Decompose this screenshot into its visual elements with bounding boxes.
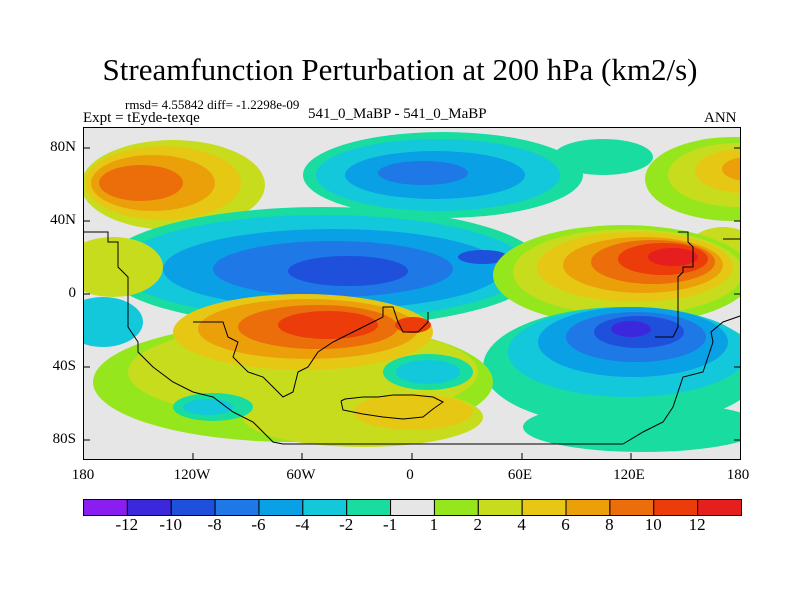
- colorbar-swatch: [521, 499, 567, 516]
- colorbar-swatch: [697, 499, 743, 516]
- plot-title: Streamfunction Perturbation at 200 hPa (…: [102, 52, 698, 87]
- colorbar-label: -8: [207, 515, 222, 534]
- x-tick-label: 60E: [507, 467, 533, 483]
- colorbar-swatch: [653, 499, 699, 516]
- south-american-high: [173, 294, 433, 370]
- colorbar-label: 6: [561, 515, 570, 534]
- stats-line: rmsd= 4.55842 diff= -1.2298e-09: [125, 97, 300, 112]
- y-tick-label: 80N: [50, 139, 76, 155]
- colorbar-swatch: [433, 499, 479, 516]
- experiment-label: Expt = tEyde-texqe: [83, 110, 200, 126]
- x-tick-label: 0: [406, 467, 414, 483]
- south-indian-ocean-low: [483, 307, 741, 427]
- coastlines: [83, 231, 741, 445]
- nw-positive-anomaly: [83, 140, 265, 230]
- colorbar-label: -6: [251, 515, 266, 534]
- colorbar-label: -10: [159, 515, 183, 534]
- colorbar-label: 10: [644, 515, 662, 534]
- y-tick-label: 80S: [52, 431, 76, 447]
- colorbar-label: 1: [429, 515, 439, 534]
- y-tick-label: 40N: [50, 212, 76, 228]
- north-atlantic-negative-anomaly: [303, 132, 583, 218]
- colorbar-swatch: [302, 499, 348, 516]
- y-tick-label: 0: [68, 285, 77, 301]
- colorbar-swatch: [390, 499, 435, 516]
- season-label: ANN: [704, 110, 737, 126]
- x-tick-label: 120E: [613, 467, 645, 483]
- midlatitude-negative-band: [103, 207, 543, 327]
- arctic-negative-lobe: [553, 139, 653, 175]
- colorbar-swatch: [565, 499, 611, 516]
- case-label: 541_0_MaBP - 541_0_MaBP: [308, 106, 487, 122]
- x-tick-label: 120W: [173, 467, 211, 483]
- colorbar-label: 12: [688, 515, 706, 534]
- map-panel: [83, 127, 741, 460]
- x-tick-label: 180: [71, 467, 95, 483]
- x-tick-label: 180: [726, 467, 750, 483]
- colorbar-swatch: [609, 499, 655, 516]
- colorbar-label: -4: [295, 515, 310, 534]
- colorbar-label: -1: [382, 515, 398, 534]
- south-atlantic-negative: [383, 354, 473, 390]
- colorbar-swatch: [477, 499, 523, 516]
- ne-positive-anomaly: [645, 137, 741, 221]
- colorbar-swatch: [170, 499, 216, 516]
- axis-ticks: [83, 147, 741, 460]
- asian-subtropical-high: [493, 225, 741, 325]
- colorbar-label: -12: [115, 515, 139, 534]
- far-south-negative: [523, 402, 741, 452]
- colorbar-label: 2: [473, 515, 483, 534]
- colorbar-swatch: [214, 499, 260, 516]
- colorbar-swatch: [258, 499, 304, 516]
- colorbar-label: 4: [517, 515, 526, 534]
- x-tick-label: 60W: [286, 467, 316, 483]
- colorbar-swatch: [346, 499, 392, 516]
- colorbar-swatch: [83, 499, 128, 516]
- colorbar-label: -2: [339, 515, 354, 534]
- colorbar-label: 8: [605, 515, 614, 534]
- colorbar: [83, 499, 743, 516]
- y-tick-label: 40S: [52, 358, 76, 374]
- colorbar-swatch: [126, 499, 172, 516]
- subtropical-positive-west: [83, 237, 163, 297]
